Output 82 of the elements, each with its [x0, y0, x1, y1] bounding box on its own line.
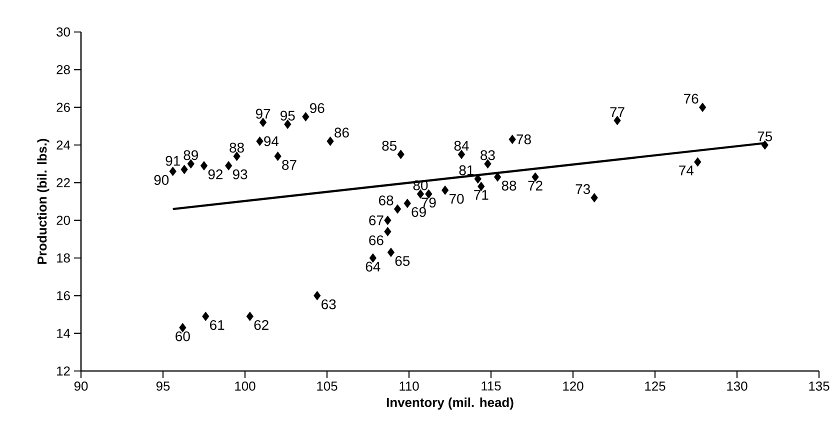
- x-tick-label: 130: [727, 382, 748, 391]
- annotation: 96: [310, 103, 324, 114]
- annotation: 84: [454, 140, 469, 151]
- y-tick-label: 16: [57, 291, 70, 300]
- point: [246, 312, 254, 322]
- annotation: 87: [282, 160, 296, 170]
- annotation: 90: [154, 175, 169, 185]
- annotation: 79: [422, 198, 436, 208]
- point: [404, 198, 411, 208]
- y-tick-label: 20: [56, 216, 70, 225]
- annotation: 88: [502, 180, 516, 191]
- annotation: 75: [758, 132, 772, 142]
- y-axis-title: Production (bil. lbs.): [37, 138, 50, 264]
- y-tick-label: 24: [56, 140, 70, 150]
- point: [200, 161, 208, 170]
- x-tick-label: 105: [317, 382, 338, 391]
- point: [169, 166, 176, 176]
- x-tick-label: 120: [563, 382, 584, 391]
- annotation: 89: [184, 150, 198, 160]
- y-tick-label: 22: [56, 178, 70, 188]
- y-tick-label: 28: [56, 65, 70, 74]
- point: [698, 102, 706, 112]
- x-tick-label: 125: [645, 382, 666, 391]
- y-tick-label: 30: [56, 27, 70, 37]
- annotation: 86: [334, 128, 349, 138]
- x-tick-label: 135: [809, 382, 830, 391]
- annotation: 68: [379, 195, 394, 206]
- annotation: 76: [684, 94, 698, 104]
- point: [694, 157, 702, 167]
- annotation: 97: [256, 108, 270, 119]
- annotation: 91: [166, 156, 180, 166]
- annotation: 60: [176, 331, 190, 342]
- point: [590, 193, 598, 202]
- annotation: 64: [366, 262, 380, 272]
- x-tick-label: 95: [156, 382, 170, 391]
- annotation: 61: [210, 320, 224, 330]
- annotation: 95: [280, 110, 295, 121]
- annotation: 83: [480, 150, 495, 160]
- point: [387, 248, 395, 258]
- annotation: 85: [382, 140, 397, 151]
- y-tick-label: 26: [56, 102, 70, 112]
- annotation: 71: [474, 190, 488, 200]
- annotation: 92: [208, 169, 223, 180]
- annotation: 67: [369, 215, 384, 226]
- annotation: 63: [322, 299, 336, 310]
- point: [326, 136, 334, 146]
- point: [394, 204, 402, 214]
- point: [384, 216, 392, 226]
- x-axis-title: Inventory (mil. head): [386, 398, 514, 410]
- y-tick-label: 14: [57, 328, 70, 338]
- point: [202, 312, 210, 322]
- annotation: 78: [516, 134, 531, 144]
- point: [508, 134, 516, 144]
- annotation: 69: [412, 207, 426, 217]
- annotation: 62: [254, 320, 268, 330]
- annotation: 66: [369, 235, 384, 246]
- point: [256, 136, 264, 146]
- annotation: 81: [459, 165, 474, 176]
- point: [314, 290, 321, 300]
- point: [494, 172, 502, 182]
- point: [384, 226, 392, 236]
- x-tick-label: 115: [482, 382, 501, 391]
- point: [274, 152, 282, 161]
- point: [397, 150, 404, 160]
- annotation: 73: [576, 184, 590, 194]
- point: [442, 185, 449, 195]
- annotation: 72: [528, 180, 542, 190]
- point: [180, 164, 188, 174]
- x-tick-label: 90: [74, 382, 88, 391]
- x-tick-label: 110: [400, 382, 419, 391]
- annotation: 74: [679, 166, 694, 176]
- y-tick-label: 12: [57, 366, 70, 376]
- annotation: 77: [610, 107, 624, 117]
- y-tick-label: 18: [57, 253, 70, 263]
- annotation: 94: [264, 136, 279, 146]
- annotation: 65: [395, 256, 410, 266]
- point: [302, 112, 310, 122]
- annotation: 93: [232, 169, 248, 180]
- annotation: 70: [450, 194, 464, 204]
- point: [225, 161, 232, 170]
- x-tick-label: 100: [235, 382, 256, 391]
- annotation: 88: [230, 142, 244, 153]
